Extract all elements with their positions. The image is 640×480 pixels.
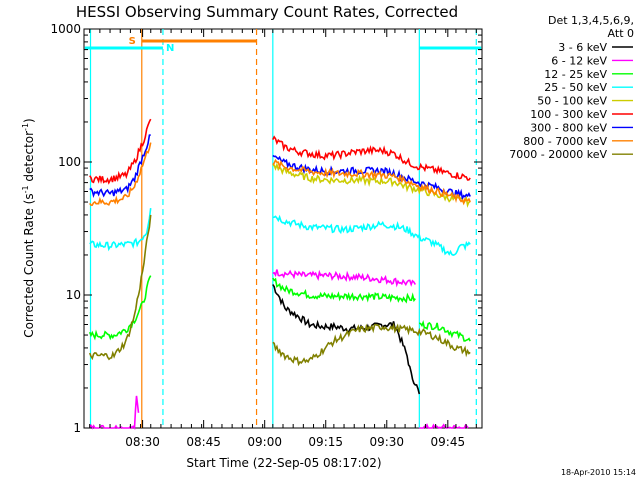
y-axis-label: Corrected Count Rate (s-1 detector-1): [21, 118, 36, 337]
legend-label: 50 - 100 keV: [537, 95, 607, 108]
axis-ticks: 08:30 08:45 09:00 09:15 09:30 09:45 1 10 100 1000: [50, 22, 482, 449]
legend-label: 3 - 6 keV: [558, 41, 607, 54]
series-0: [272, 284, 421, 395]
series-line: [272, 162, 471, 208]
x-tick-label: 08:45: [186, 435, 221, 449]
marker-s: S: [129, 36, 136, 47]
x-axis-label: Start Time (22-Sep-05 08:17:02): [186, 456, 381, 470]
series-line: [272, 154, 471, 201]
series-line: [89, 118, 152, 185]
x-tick-label: 09:00: [247, 435, 282, 449]
footer-timestamp: 18-Apr-2010 15:14: [561, 468, 636, 477]
y-axis-label-sup2: -1: [21, 123, 30, 131]
legend-label: 12 - 25 keV: [544, 68, 607, 81]
series-line: [272, 135, 471, 181]
series-line: [88, 275, 152, 341]
series-2: [88, 275, 471, 342]
y-tick-label: 1000: [50, 22, 81, 36]
series-line: [272, 322, 471, 367]
series-line: [89, 142, 152, 207]
y-tick-label: 10: [66, 288, 81, 302]
legend-label: 300 - 800 keV: [530, 121, 607, 134]
legend-header-line2: Att 0: [608, 27, 634, 40]
series-line: [418, 320, 471, 342]
legend-label: 7000 - 20000 keV: [509, 148, 607, 161]
series-line: [89, 207, 152, 252]
series-line: [88, 214, 152, 361]
y-axis-label-part1: Corrected Count Rate (s: [22, 193, 36, 337]
series-line: [419, 422, 469, 429]
plot-axes: [83, 28, 483, 429]
series-6: [89, 134, 471, 201]
series-line: [272, 284, 421, 395]
series-line: [272, 158, 471, 206]
series-1: [89, 269, 469, 431]
legend-label: 100 - 300 keV: [530, 108, 607, 121]
x-tick-label: 09:30: [369, 435, 404, 449]
series-line: [272, 214, 471, 256]
legend-label: 6 - 12 keV: [551, 54, 607, 67]
legend-label: 800 - 7000 keV: [523, 135, 607, 148]
series-3: [89, 207, 471, 256]
legend-label: 25 - 50 keV: [544, 81, 607, 94]
series-line: [89, 395, 140, 431]
chart-title: HESSI Observing Summary Count Rates, Cor…: [76, 3, 458, 21]
series-5: [89, 118, 471, 185]
series-line: [89, 134, 151, 198]
y-axis-label-part3: ): [22, 118, 36, 123]
plot-frame: [83, 28, 483, 429]
series-7: [89, 142, 471, 207]
y-axis-label-part2: detector: [22, 131, 36, 186]
observing-overlays: SN: [84, 29, 482, 428]
legend-header-line1: Det 1,3,4,5,6,9,: [548, 14, 634, 27]
x-tick-label: 09:15: [308, 435, 343, 449]
y-axis-label-sup1: -1: [21, 185, 30, 193]
series-layer: [88, 118, 471, 431]
series-4: [272, 162, 471, 208]
y-tick-label: 1: [73, 421, 81, 435]
x-tick-label: 08:30: [125, 435, 160, 449]
x-tick-label: 09:45: [431, 435, 466, 449]
marker-n: N: [166, 43, 174, 54]
y-tick-label: 100: [58, 155, 81, 169]
series-8: [88, 214, 471, 367]
series-line: [272, 269, 416, 288]
series-line: [272, 277, 416, 304]
